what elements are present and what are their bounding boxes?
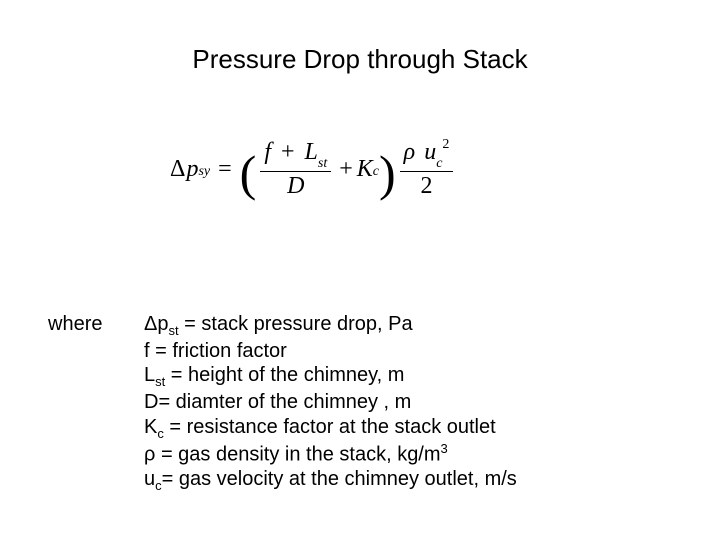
def-f: f = friction factor [144,339,517,363]
eq-L: L [305,139,318,165]
eq-den2: 2 [417,174,437,199]
sym-dp-sub: st [168,323,178,338]
eq-rho: ρ [404,139,416,165]
where-label: where [48,312,144,494]
eq-K: K [357,156,373,183]
eq-u-exp: 2 [442,137,449,152]
def-rho: ρ = gas density in the stack, kg/m3 [144,441,517,467]
definitions: Δpst = stack pressure drop, Pa f = frict… [144,312,517,494]
eq-delta: Δ [170,156,185,183]
where-block: where Δpst = stack pressure drop, Pa f =… [48,312,517,494]
sym-L: L [144,364,155,386]
def-uc-text: = gas velocity at the chimney outlet, m/… [162,468,517,490]
sym-rho: ρ [144,444,155,466]
eq-D: D [283,174,308,199]
def-Kc-text: = resistance factor at the stack outlet [164,416,496,438]
def-rho-text: = gas density in the stack, kg/m [155,444,440,466]
page-title: Pressure Drop through Stack [0,44,720,75]
def-uc: uc= gas velocity at the chimney outlet, … [144,467,517,494]
eq-L-sub: st [318,156,327,171]
eq-p: p [186,156,198,183]
def-Kc: Kc = resistance factor at the stack outl… [144,415,517,442]
eq-frac1: f + Lst D [260,140,331,200]
slide: Pressure Drop through Stack Δpsy = ( f +… [0,0,720,540]
eq-u-sub: c [436,156,442,171]
sym-dp: Δp [144,313,168,335]
eq-plus2: + [339,156,353,183]
def-dpst: Δpst = stack pressure drop, Pa [144,312,517,339]
sym-u: u [144,468,155,490]
eq-equals: = [218,156,232,183]
sym-L-sub: st [155,374,165,389]
eq-u: u [424,139,436,165]
equation: Δpsy = ( f + Lst D + Kc ) ρ uc2 [170,140,457,200]
def-Lst: Lst = height of the chimney, m [144,363,517,390]
def-Lst-text: = height of the chimney, m [165,364,404,386]
def-dpst-text: = stack pressure drop, Pa [179,313,413,335]
eq-frac2: ρ uc2 2 [400,140,454,200]
eq-f: f [264,139,271,165]
sym-K: K [144,416,157,438]
def-D: D= diamter of the chimney , m [144,390,517,414]
eq-plus1: + [281,139,295,165]
def-rho-sup: 3 [441,441,448,456]
eq-p-sub: sy [198,164,210,180]
